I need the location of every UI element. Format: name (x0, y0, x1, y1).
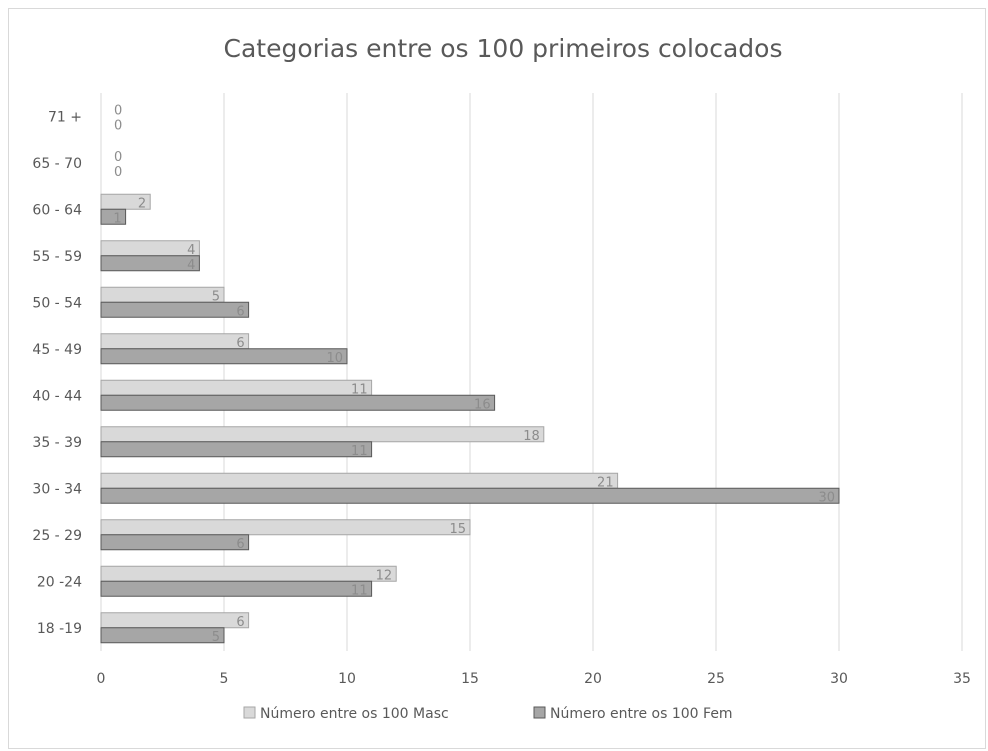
value-axis: 0 5 10 15 20 25 30 35 (97, 671, 971, 687)
bar-fem (100, 487, 840, 504)
category-label: 65 - 70 (32, 156, 82, 172)
x-tick-label: 5 (220, 671, 229, 687)
category-label: 25 - 29 (32, 528, 82, 544)
bar-masc (100, 565, 397, 582)
gridlines (100, 93, 963, 651)
bar-fem (100, 534, 250, 551)
bar-masc (100, 472, 619, 489)
x-tick-label: 0 (97, 671, 106, 687)
data-label-fem: 16 (474, 397, 491, 412)
data-label-masc: 6 (236, 615, 244, 630)
bar-fem (100, 255, 200, 272)
bar-fem (100, 208, 127, 225)
bar-masc (100, 240, 200, 257)
bar-fem (100, 441, 373, 458)
data-label-masc: 5 (212, 289, 220, 304)
data-label-masc: 21 (597, 475, 614, 490)
category-label: 35 - 39 (32, 435, 82, 451)
category-label: 60 - 64 (32, 202, 82, 218)
category-label: 55 - 59 (32, 249, 82, 265)
x-tick-label: 25 (707, 671, 725, 687)
x-tick-label: 35 (953, 671, 971, 687)
data-label-masc: 12 (376, 568, 393, 583)
legend-label-masc: Número entre os 100 Masc (260, 706, 449, 722)
x-tick-label: 15 (461, 671, 479, 687)
legend: Número entre os 100 Masc Número entre os … (243, 706, 733, 722)
data-label-fem: 30 (818, 490, 835, 505)
category-label: 50 - 54 (32, 295, 82, 311)
data-label-masc: 0 (114, 103, 122, 118)
category-label: 20 -24 (37, 574, 82, 590)
bar-fem (100, 580, 373, 597)
bar-masc (100, 379, 373, 396)
legend-swatch-fem (533, 706, 546, 719)
data-label-masc: 18 (523, 429, 540, 444)
bar-masc (100, 333, 250, 350)
data-label-masc: 2 (138, 196, 146, 211)
data-label-fem: 11 (351, 583, 368, 598)
data-label-fem: 0 (114, 165, 122, 180)
data-label-fem: 5 (212, 630, 220, 645)
category-label: 45 - 49 (32, 342, 82, 358)
category-label: 18 -19 (37, 621, 82, 637)
bar-fem (100, 348, 348, 365)
data-label-fem: 1 (113, 211, 121, 226)
data-label-masc: 0 (114, 150, 122, 165)
bar-masc (100, 612, 250, 629)
bar-fem (100, 301, 250, 318)
category-label: 30 - 34 (32, 481, 82, 497)
bar-masc (100, 426, 545, 443)
data-label-fem: 4 (187, 258, 195, 273)
x-tick-label: 20 (584, 671, 602, 687)
bar-masc (100, 519, 471, 536)
bar-fem (100, 627, 225, 644)
data-label-masc: 4 (187, 243, 195, 258)
data-label-fem: 6 (236, 537, 244, 552)
data-label-masc: 15 (449, 522, 466, 537)
data-label-fem: 6 (236, 304, 244, 319)
bars (100, 193, 840, 644)
data-label-masc: 11 (351, 382, 368, 397)
category-label: 71 + (48, 109, 82, 125)
data-label-fem: 10 (326, 351, 343, 366)
category-axis: 18 -19 20 -24 25 - 29 30 - 34 35 - 39 40 - 44… (32, 109, 82, 637)
data-label-masc: 6 (236, 336, 244, 351)
category-label: 40 - 44 (32, 388, 82, 404)
legend-label-fem: Número entre os 100 Fem (550, 706, 733, 722)
legend-swatch-masc (243, 706, 256, 719)
bar-masc (100, 286, 225, 303)
x-tick-label: 30 (830, 671, 848, 687)
x-tick-label: 10 (338, 671, 356, 687)
data-label-fem: 0 (114, 118, 122, 133)
chart-title: Categorias entre os 100 primeiros coloca… (224, 34, 783, 63)
bar-fem (100, 394, 496, 411)
data-label-fem: 11 (351, 444, 368, 459)
